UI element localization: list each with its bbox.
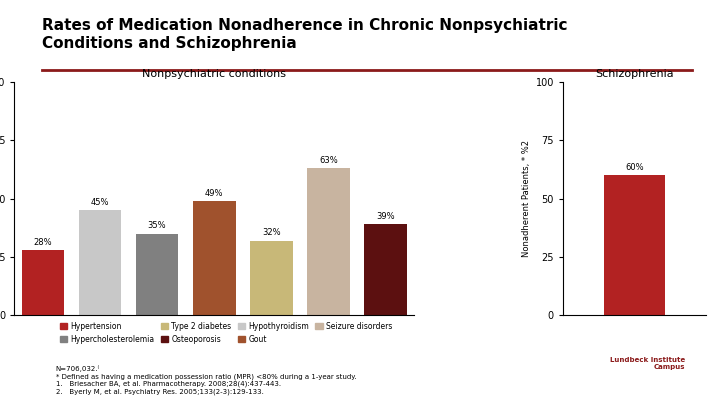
Text: Rates of Medication Nonadherence in Chronic Nonpsychiatric
Conditions and Schizo: Rates of Medication Nonadherence in Chro… — [42, 18, 567, 51]
Text: N=706,032.⁽
* Defined as having a medication possession ratio (MPR) <80% during : N=706,032.⁽ * Defined as having a medica… — [56, 365, 356, 395]
Bar — [135, 234, 179, 315]
Text: 35%: 35% — [148, 221, 166, 230]
Text: Lundbeck Institute
Campus: Lundbeck Institute Campus — [610, 356, 685, 369]
Text: 45%: 45% — [91, 198, 109, 207]
Title: Nonpsychiatric conditions: Nonpsychiatric conditions — [142, 68, 286, 79]
Bar — [364, 224, 407, 315]
Bar — [307, 168, 350, 315]
Y-axis label: Nonadherent Patients, * %2: Nonadherent Patients, * %2 — [523, 140, 531, 257]
Text: 32%: 32% — [262, 228, 281, 237]
Bar — [22, 250, 64, 315]
Bar — [78, 211, 122, 315]
Title: Schizophrenia: Schizophrenia — [595, 68, 674, 79]
Text: 39%: 39% — [376, 212, 395, 221]
Text: 63%: 63% — [319, 156, 338, 165]
Bar — [603, 175, 665, 315]
Text: 28%: 28% — [34, 238, 53, 247]
Text: 49%: 49% — [205, 189, 223, 198]
Bar — [250, 241, 292, 315]
Legend: Hypertension, Hypercholesterolemia, Type 2 diabetes, Osteoporosis, Hypothyroidis: Hypertension, Hypercholesterolemia, Type… — [60, 322, 392, 343]
Bar — [193, 201, 235, 315]
Text: 60%: 60% — [625, 163, 644, 172]
